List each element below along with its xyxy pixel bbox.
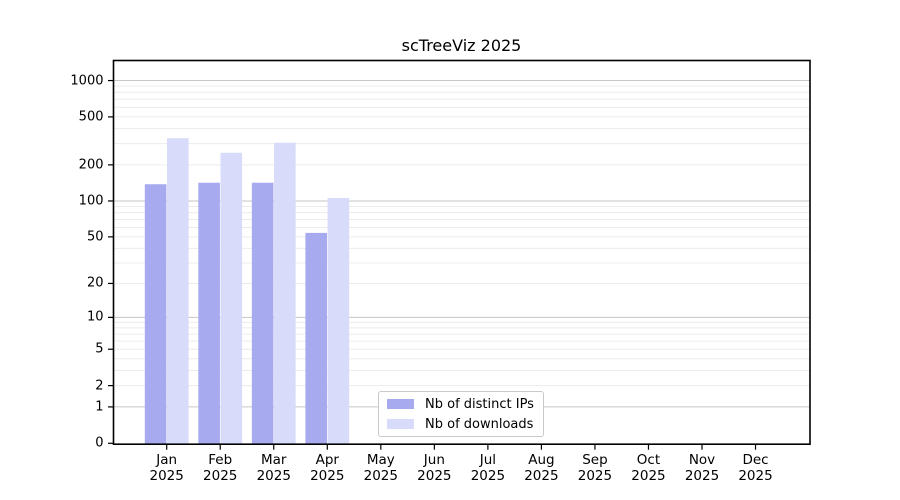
x-tick-label-jul: Jul 2025 (470, 452, 506, 484)
y-tick-label-10: 10 (86, 309, 104, 325)
y-tick-label-100: 100 (78, 193, 104, 209)
x-tick-label-apr: Apr 2025 (310, 452, 345, 484)
y-tick-label-500: 500 (78, 109, 104, 125)
legend-item-distinct-ips: Nb of distinct IPs (387, 396, 535, 412)
legend-label-downloads: Nb of downloads (425, 416, 534, 432)
bar-downloads-apr (327, 197, 350, 445)
y-tick-label-200: 200 (78, 157, 104, 173)
x-tick-label-dec: Dec 2025 (738, 452, 773, 484)
x-tick-label-may: May 2025 (363, 452, 398, 484)
legend-item-downloads: Nb of downloads (387, 416, 535, 432)
bar-downloads-jan (167, 138, 189, 445)
legend-swatch-distinct-ips (387, 399, 414, 409)
x-tick-label-nov: Nov 2025 (684, 452, 720, 484)
x-tick-label-sep: Sep 2025 (577, 452, 613, 484)
bar-downloads-feb (220, 152, 243, 445)
x-tick-label-aug: Aug 2025 (524, 452, 559, 484)
legend-swatch-downloads (387, 419, 414, 429)
y-tick-label-50: 50 (86, 229, 104, 245)
x-tick-label-feb: Feb 2025 (203, 452, 238, 484)
bar-ips-apr (305, 232, 327, 445)
plot-border (112, 59, 811, 446)
bar-ips-feb (198, 182, 220, 445)
y-tick-label-1000: 1000 (70, 73, 104, 89)
x-tick-label-jan: Jan 2025 (149, 452, 184, 484)
y-tick-label-1: 1 (95, 399, 104, 415)
legend-label-distinct-ips: Nb of distinct IPs (425, 396, 534, 412)
x-tick-label-jun: Jun 2025 (417, 452, 452, 484)
bar-downloads-mar (274, 142, 296, 445)
y-tick-label-0: 0 (95, 435, 104, 451)
x-tick-label-mar: Mar 2025 (256, 452, 291, 484)
bar-ips-mar (251, 182, 274, 445)
bar-ips-jan (144, 184, 167, 445)
legend: Nb of distinct IPs Nb of downloads (378, 391, 544, 437)
y-tick-label-2: 2 (95, 378, 104, 394)
y-tick-label-20: 20 (86, 275, 104, 291)
chart-title: scTreeViz 2025 (401, 36, 522, 55)
x-tick-label-oct: Oct 2025 (631, 452, 666, 484)
y-tick-label-5: 5 (95, 341, 104, 357)
